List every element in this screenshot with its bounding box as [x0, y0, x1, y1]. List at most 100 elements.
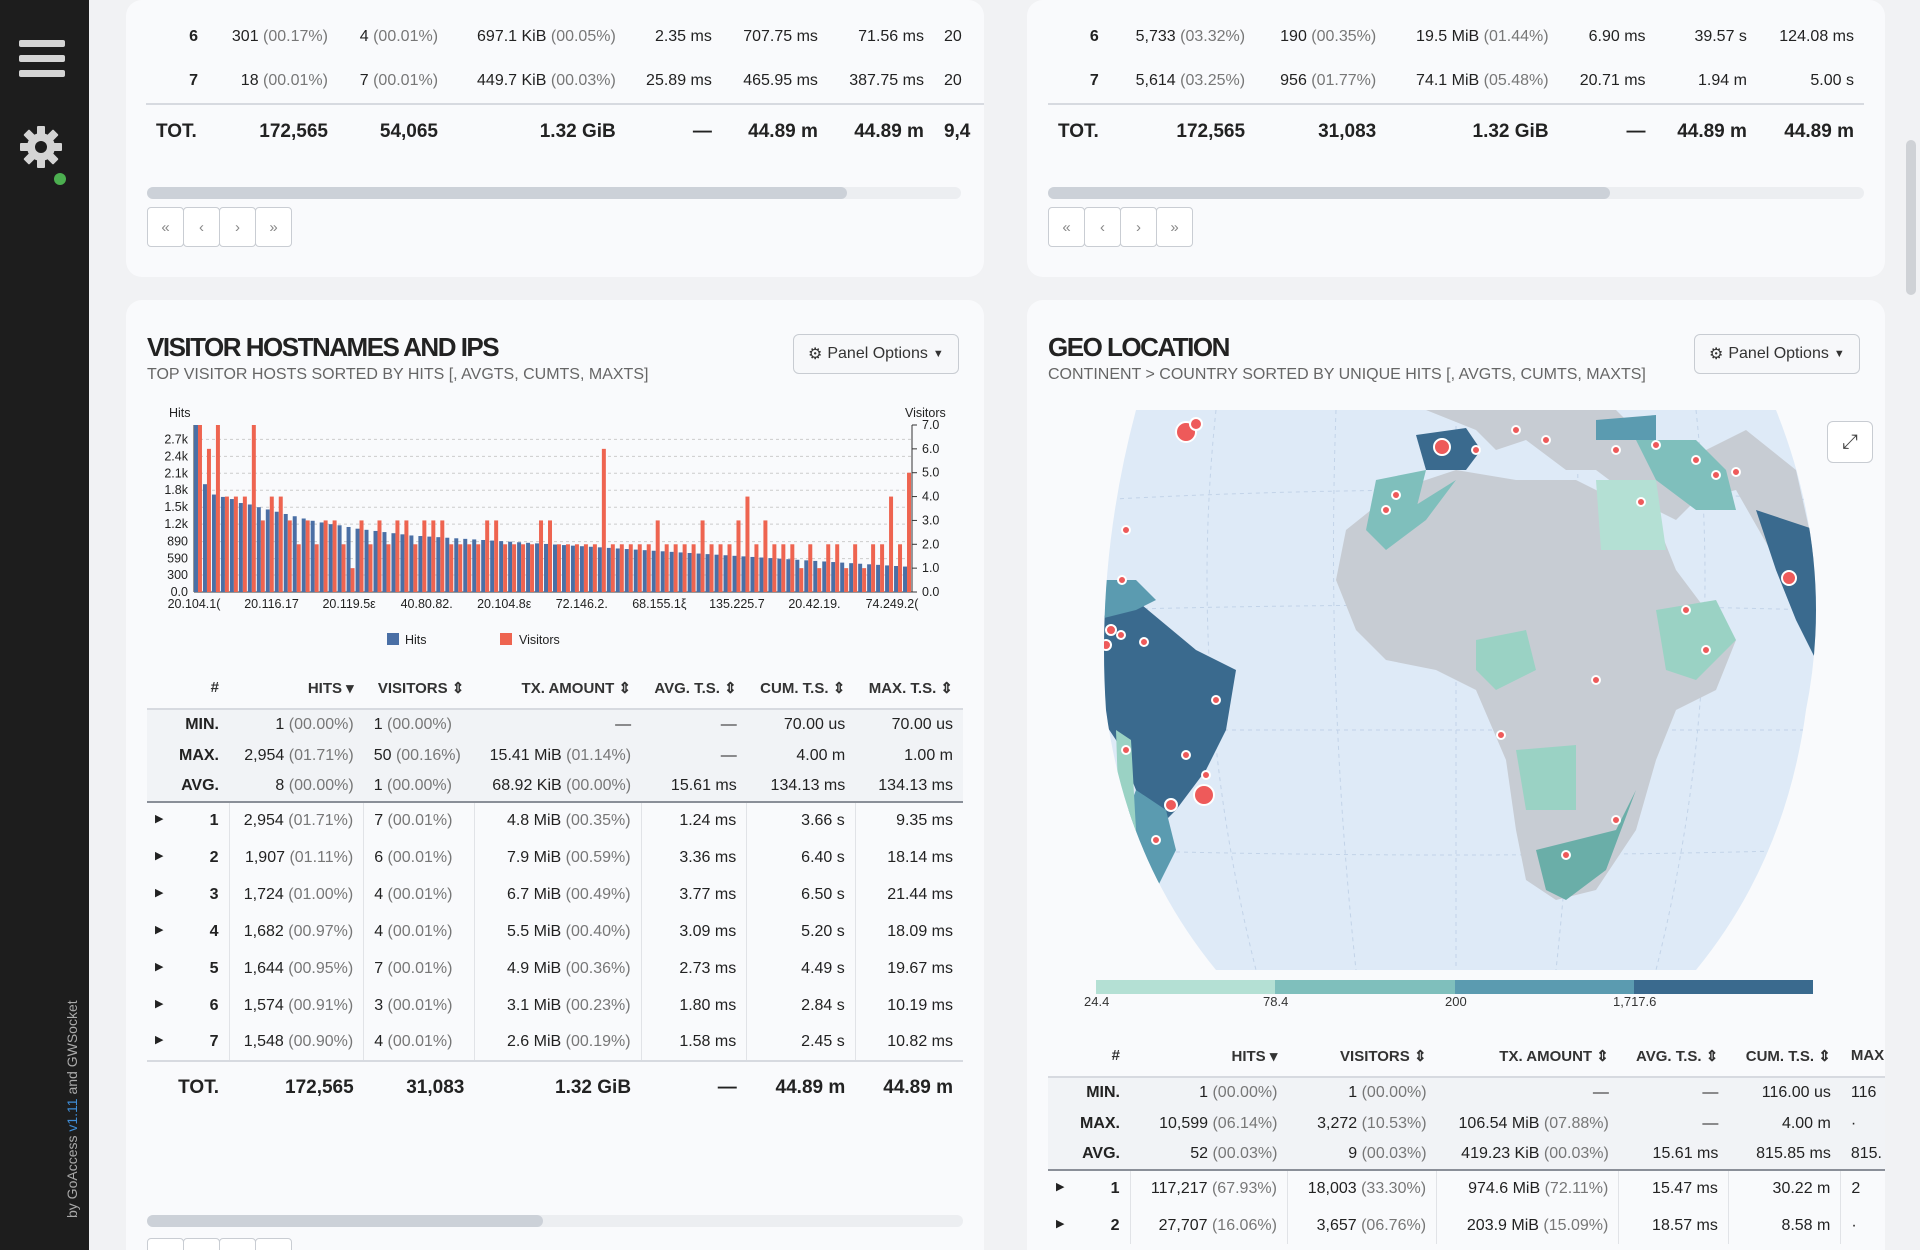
- map-marker[interactable]: [1681, 605, 1691, 615]
- map-marker[interactable]: [1193, 784, 1215, 806]
- region-angola[interactable]: [1516, 745, 1576, 810]
- map-marker[interactable]: [1611, 815, 1621, 825]
- first-page-button[interactable]: «: [147, 207, 184, 247]
- table-row[interactable]: ▶ 3 1,724 (01.00%) 4 (00.01%) 6.7 MiB (00.49…: [147, 876, 963, 913]
- region-turkey[interactable]: [1596, 415, 1656, 440]
- y2-tick-label: 1.0: [922, 561, 939, 575]
- map-marker[interactable]: [1117, 575, 1127, 585]
- col-visitors[interactable]: VISITORS ⇕: [1340, 1047, 1427, 1065]
- col-max-ts[interactable]: MAX. T.S. ⇕: [868, 679, 953, 697]
- map-marker[interactable]: [1105, 624, 1117, 636]
- region-south-america-north[interactable]: [1096, 580, 1156, 620]
- next-page-button[interactable]: ›: [219, 1238, 256, 1250]
- map-marker[interactable]: [1151, 835, 1161, 845]
- map-marker[interactable]: [1496, 730, 1506, 740]
- prev-page-button[interactable]: ‹: [183, 1238, 220, 1250]
- expand-row-icon[interactable]: ▶: [155, 849, 164, 862]
- map-marker[interactable]: [1121, 525, 1131, 535]
- expand-row-icon[interactable]: ▶: [1056, 1181, 1065, 1193]
- map-marker[interactable]: [1651, 440, 1661, 450]
- map-marker[interactable]: [1201, 770, 1211, 780]
- map-marker[interactable]: [1211, 695, 1221, 705]
- expand-row-icon[interactable]: ▶: [155, 886, 164, 899]
- bar-hits: [220, 496, 225, 592]
- region-nigeria[interactable]: [1476, 630, 1536, 690]
- region-north-africa-coast[interactable]: [1366, 480, 1456, 550]
- last-page-button[interactable]: »: [255, 1238, 292, 1250]
- map-marker[interactable]: [1136, 855, 1146, 865]
- table-row[interactable]: ▶ 2 27,707 (16.06%) 3,657 (06.76%) 203.9 MiB…: [1048, 1207, 1885, 1244]
- map-marker[interactable]: [1101, 639, 1112, 651]
- region-africa[interactable]: [1336, 470, 1736, 900]
- prev-page-button[interactable]: ‹: [1084, 207, 1121, 247]
- gear-icon: ⚙: [808, 346, 823, 363]
- region-south-africa[interactable]: [1536, 790, 1636, 900]
- expand-row-icon[interactable]: ▶: [155, 997, 164, 1010]
- expand-row-icon[interactable]: ▶: [155, 1034, 164, 1046]
- table-row[interactable]: ▶ 6 1,574 (00.91%) 3 (00.01%) 3.1 MiB (00.23…: [147, 987, 963, 1024]
- col-hits[interactable]: HITS ▾: [1231, 1047, 1278, 1065]
- region-ethiopia[interactable]: [1656, 600, 1736, 680]
- map-marker[interactable]: [1381, 505, 1391, 515]
- first-page-button[interactable]: «: [147, 1238, 184, 1250]
- panel-options-button[interactable]: ⚙ Panel Options ▼: [793, 334, 959, 374]
- table-row[interactable]: ▶ 2 1,907 (01.11%) 6 (00.01%) 7.9 MiB (00.59…: [147, 839, 963, 876]
- map-marker[interactable]: [1391, 490, 1401, 500]
- region-egypt[interactable]: [1596, 480, 1666, 550]
- last-page-button[interactable]: »: [1156, 207, 1193, 247]
- table-row: 7 5,614 (03.25%) 956 (01.77%) 74.1 MiB (…: [1048, 59, 1864, 104]
- map-marker[interactable]: [1541, 435, 1551, 445]
- col-cum-ts[interactable]: CUM. T.S. ⇕: [760, 679, 846, 697]
- horizontal-scrollbar[interactable]: [147, 1215, 963, 1227]
- table-row[interactable]: ▶ 1 117,217 (67.93%) 18,003 (33.30%) 974.6 M…: [1048, 1170, 1885, 1207]
- next-page-button[interactable]: ›: [1120, 207, 1157, 247]
- col-hits[interactable]: HITS ▾: [307, 679, 354, 697]
- col-max-ts[interactable]: MAX: [1850, 1047, 1885, 1064]
- map-marker[interactable]: [1636, 497, 1646, 507]
- panel-options-button[interactable]: ⚙ Panel Options ▼: [1694, 334, 1860, 374]
- map-marker[interactable]: [1561, 850, 1571, 860]
- prev-page-button[interactable]: ‹: [183, 207, 220, 247]
- map-marker[interactable]: [1781, 570, 1797, 586]
- map-marker[interactable]: [1591, 675, 1601, 685]
- horizontal-scrollbar[interactable]: [147, 187, 961, 199]
- map-marker[interactable]: [1181, 750, 1191, 760]
- col-avg-ts[interactable]: AVG. T.S. ⇕: [1636, 1047, 1719, 1065]
- map-marker[interactable]: [1691, 455, 1701, 465]
- bar-visitors: [503, 544, 508, 592]
- table-row[interactable]: ▶ 4 1,682 (00.97%) 4 (00.01%) 5.5 MiB (00.40…: [147, 913, 963, 950]
- col-avg-ts[interactable]: AVG. T.S. ⇕: [654, 679, 737, 697]
- expand-row-icon[interactable]: ▶: [155, 813, 164, 825]
- map-marker[interactable]: [1121, 745, 1131, 755]
- map-marker[interactable]: [1139, 637, 1149, 647]
- page-scrollbar[interactable]: [1906, 140, 1916, 295]
- expand-row-icon[interactable]: ▶: [1056, 1217, 1065, 1230]
- map-marker[interactable]: [1731, 467, 1741, 477]
- map-marker[interactable]: [1471, 445, 1481, 455]
- next-page-button[interactable]: ›: [219, 207, 256, 247]
- expand-row-icon[interactable]: ▶: [155, 923, 164, 936]
- col-tx-amount[interactable]: TX. AMOUNT ⇕: [1499, 1047, 1609, 1065]
- map-marker[interactable]: [1611, 445, 1621, 455]
- map-marker[interactable]: [1164, 798, 1178, 812]
- map-marker[interactable]: [1189, 417, 1203, 431]
- map-marker[interactable]: [1701, 645, 1711, 655]
- col-tx-amount[interactable]: TX. AMOUNT ⇕: [521, 679, 632, 697]
- col-cum-ts[interactable]: CUM. T.S. ⇕: [1745, 1047, 1831, 1065]
- table-row[interactable]: ▶ 1 2,954 (01.71%) 7 (00.01%) 4.8 MiB (00.35…: [147, 802, 963, 839]
- expand-row-icon[interactable]: ▶: [155, 960, 164, 973]
- last-page-button[interactable]: »: [255, 207, 292, 247]
- menu-icon[interactable]: [19, 40, 65, 78]
- horizontal-scrollbar[interactable]: [1048, 187, 1864, 199]
- map-marker[interactable]: [1433, 438, 1451, 456]
- col-visitors[interactable]: VISITORS ⇕: [377, 679, 465, 697]
- first-page-button[interactable]: «: [1048, 207, 1085, 247]
- table-row[interactable]: ▶ 5 1,644 (00.95%) 7 (00.01%) 4.9 MiB (00.36…: [147, 950, 963, 987]
- table-row[interactable]: ▶ 7 1,548 (00.90%) 4 (00.01%) 2.6 MiB (00.19…: [147, 1024, 963, 1061]
- gear-icon[interactable]: [18, 124, 64, 170]
- expand-icon[interactable]: ⤢: [1827, 421, 1873, 463]
- map-marker[interactable]: [1511, 425, 1521, 435]
- region-middle-east[interactable]: [1636, 440, 1736, 510]
- map-marker[interactable]: [1116, 630, 1126, 640]
- map-marker[interactable]: [1711, 470, 1721, 480]
